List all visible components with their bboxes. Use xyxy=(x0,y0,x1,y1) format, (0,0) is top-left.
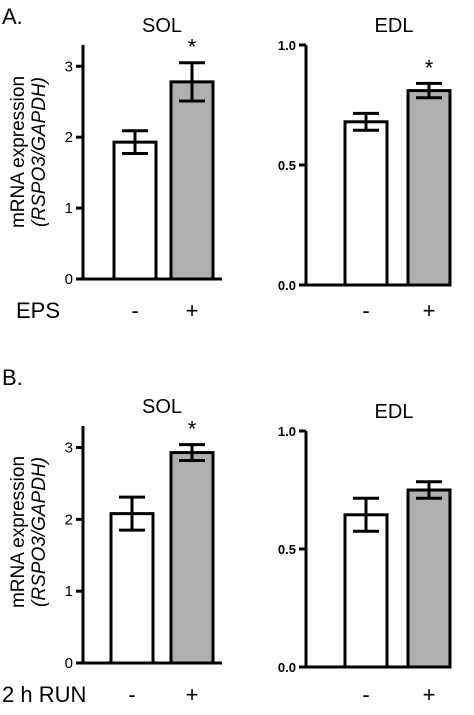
y-tick-label: 3 xyxy=(65,58,73,75)
y-tick-label: 1 xyxy=(65,200,73,217)
significance-marker: * xyxy=(425,55,434,80)
bar-treated xyxy=(169,451,215,665)
significance-marker: * xyxy=(188,417,197,442)
y-tick-label: 1.0 xyxy=(278,38,296,53)
ylabel-a-line1: mRNA expression xyxy=(8,76,29,228)
y-tick-label: 2 xyxy=(65,511,73,528)
significance-marker: * xyxy=(188,35,197,60)
chart-3: SOL 0 1 2 3 - * + xyxy=(65,396,222,707)
chart-1: SOL 0 1 2 3 - * + xyxy=(65,15,222,323)
panel-label-a: A. xyxy=(2,4,23,29)
charts-group: SOL 0 1 2 3 - * + EDL 0.0 0.5 1.0 - * + SOL 0 1 2 3 - * + EDL 0.… xyxy=(65,15,452,707)
y-tick-label: 0.0 xyxy=(278,278,296,293)
ylabel-a-line2: (RSPO3/GAPDH) xyxy=(29,77,50,227)
x-category-label: + xyxy=(423,682,436,707)
bar-treated xyxy=(406,89,452,287)
y-tick-label: 1.0 xyxy=(278,424,296,439)
y-tick-label: 0 xyxy=(65,271,73,288)
chart-4: EDL 0.0 0.5 1.0 - + xyxy=(278,401,452,707)
chart-2: EDL 0.0 0.5 1.0 - * + xyxy=(278,15,452,323)
x-category-label: - xyxy=(128,682,135,707)
bar-control xyxy=(343,120,389,287)
chart-title: EDL xyxy=(375,15,414,37)
y-tick-label: 1 xyxy=(65,583,73,600)
bar-control xyxy=(109,512,155,665)
x-category-label: - xyxy=(362,682,369,707)
bar-treated xyxy=(169,80,215,281)
ylabel-b-line2: (RSPO3/GAPDH) xyxy=(29,457,50,607)
bar-treated xyxy=(406,488,452,669)
x-category-label: - xyxy=(131,298,138,323)
panel-label-b: B. xyxy=(2,365,23,390)
y-tick-label: 2 xyxy=(65,129,73,146)
x-category-label: + xyxy=(186,298,199,323)
ylabel-b-line1: mRNA expression xyxy=(8,456,29,608)
y-tick-label: 0.0 xyxy=(278,660,296,675)
y-tick-label: 3 xyxy=(65,440,73,457)
y-tick-label: 0 xyxy=(65,655,73,672)
chart-title: EDL xyxy=(375,401,414,423)
x-category-label: + xyxy=(186,682,199,707)
chart-title: SOL xyxy=(142,396,182,418)
chart-title: SOL xyxy=(142,15,182,37)
y-tick-label: 0.5 xyxy=(278,542,296,557)
x-category-label: - xyxy=(362,298,369,323)
condition-label-b: 2 h RUN xyxy=(2,682,86,707)
bar-control xyxy=(112,140,158,281)
x-category-label: + xyxy=(423,298,436,323)
bar-control xyxy=(343,513,389,669)
y-tick-label: 0.5 xyxy=(278,158,296,173)
condition-label-a: EPS xyxy=(16,298,60,323)
